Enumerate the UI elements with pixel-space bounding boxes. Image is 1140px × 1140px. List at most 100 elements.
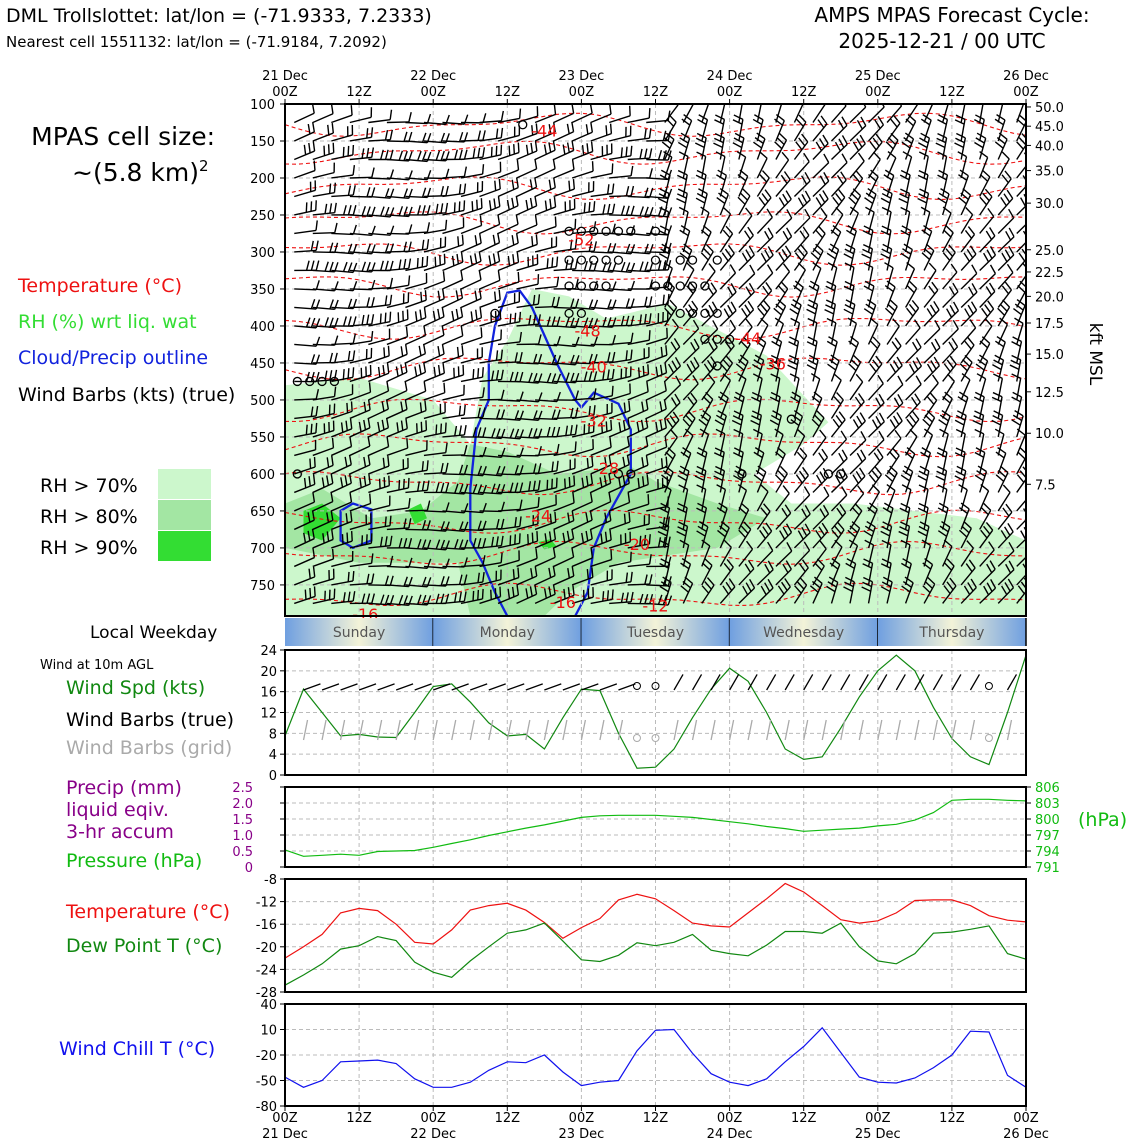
top-hour-label: 00Z: [865, 85, 891, 100]
wind-barb: [479, 349, 504, 364]
barb-flag: [534, 584, 538, 595]
barb-shaft: [738, 568, 755, 586]
barb-flag: [860, 431, 867, 441]
barb-shaft: [719, 272, 737, 290]
wind-barb: [737, 372, 747, 401]
barb-flag: [760, 317, 769, 326]
wind-barb: [349, 593, 376, 605]
barb-shaft: [627, 339, 650, 346]
barb-flag: [949, 577, 957, 587]
top-hour-label: 12Z: [939, 85, 965, 100]
barb-shaft: [960, 362, 973, 382]
barb-flag: [630, 349, 633, 360]
barb-shaft: [738, 234, 754, 253]
barb-flag: [845, 299, 856, 306]
barb-shaft: [812, 565, 825, 586]
bottom-hour-label: 00Z: [717, 1111, 743, 1126]
wind-barb: [732, 132, 745, 160]
barb-flag: [458, 574, 463, 585]
wind-barb: [386, 537, 413, 549]
barb-flag: [994, 428, 1005, 435]
barb-shaft: [701, 290, 718, 308]
wind-barb: [923, 338, 941, 364]
barb-flag: [696, 151, 706, 157]
barb-flag: [593, 405, 596, 416]
barb-flag: [731, 419, 742, 426]
wind-barb: [738, 226, 754, 253]
barb-flag: [384, 149, 389, 160]
wind-barb: [793, 428, 806, 456]
barb-shaft: [423, 547, 446, 551]
barb-flag: [737, 358, 747, 367]
barb-flag: [454, 425, 458, 436]
barb-shaft: [1016, 359, 1022, 382]
barb-shaft: [979, 138, 987, 160]
barb-shaft: [293, 131, 315, 142]
barb-shaft: [645, 354, 668, 364]
wind-barb: [497, 252, 520, 272]
wind-barb: [676, 521, 689, 549]
wind-barb: [905, 319, 921, 345]
barb-flag: [514, 371, 519, 382]
wind-barb: [442, 464, 468, 476]
barb-shaft: [460, 297, 482, 309]
barb-flag: [845, 576, 855, 583]
wind-barb: [331, 144, 355, 161]
wind-barb: [738, 502, 750, 530]
barb-shaft: [979, 549, 995, 567]
barb-flag: [661, 243, 671, 250]
wind-barb: [460, 446, 487, 458]
wind-barb: [812, 522, 829, 549]
barb-flag: [899, 174, 910, 181]
wind-barb: [790, 317, 801, 345]
barb-flag: [644, 206, 649, 217]
wind-barb: [659, 539, 670, 567]
wind-barb: [442, 445, 468, 457]
barb-flag: [435, 482, 440, 493]
barb-flag: [965, 206, 974, 216]
barb-shaft: [756, 177, 770, 197]
barb-shaft: [793, 567, 809, 586]
barb-flag: [981, 336, 991, 344]
wind-barb: [790, 391, 802, 419]
barb-flag: [826, 340, 837, 347]
wind-barb: [812, 190, 829, 216]
wind-barb: [627, 381, 649, 401]
barb-flag: [552, 140, 556, 151]
wind-barb: [405, 480, 430, 494]
barb-flag: [546, 258, 549, 269]
barb-flag: [778, 132, 787, 141]
barb-flag: [310, 299, 316, 309]
wind-barb: [735, 354, 749, 382]
barb-flag: [423, 381, 427, 392]
barb-flag: [379, 536, 383, 547]
barb-flag: [856, 452, 863, 463]
barb-flag: [620, 205, 625, 216]
barb-flag: [567, 587, 571, 598]
barb-flag: [308, 476, 311, 487]
barb-flag: [676, 530, 686, 537]
barb-flag: [697, 118, 707, 126]
barb-flag: [682, 580, 691, 589]
barb-shaft: [849, 125, 867, 142]
barb-shaft: [627, 137, 650, 142]
barb-flag: [841, 135, 848, 145]
barb-shaft: [405, 195, 428, 199]
wind-barb: [868, 374, 884, 401]
barb-flag: [831, 529, 840, 539]
barb-shaft: [293, 519, 315, 531]
barb-shaft: [294, 325, 317, 329]
barb-shaft: [997, 158, 1010, 179]
barb-flag: [727, 286, 734, 296]
barb-flag: [347, 368, 350, 379]
wind-barb: [935, 132, 948, 160]
barb-flag: [996, 136, 1006, 145]
barb-shaft: [719, 310, 737, 327]
wind-barb: [714, 114, 726, 142]
barb-flag: [326, 457, 330, 468]
kft-tick-label: 10.0: [1035, 427, 1064, 442]
barb-shaft: [719, 470, 726, 493]
wind-barb: [1016, 223, 1026, 234]
wind-barb: [713, 465, 726, 493]
barb-flag: [992, 391, 1003, 398]
